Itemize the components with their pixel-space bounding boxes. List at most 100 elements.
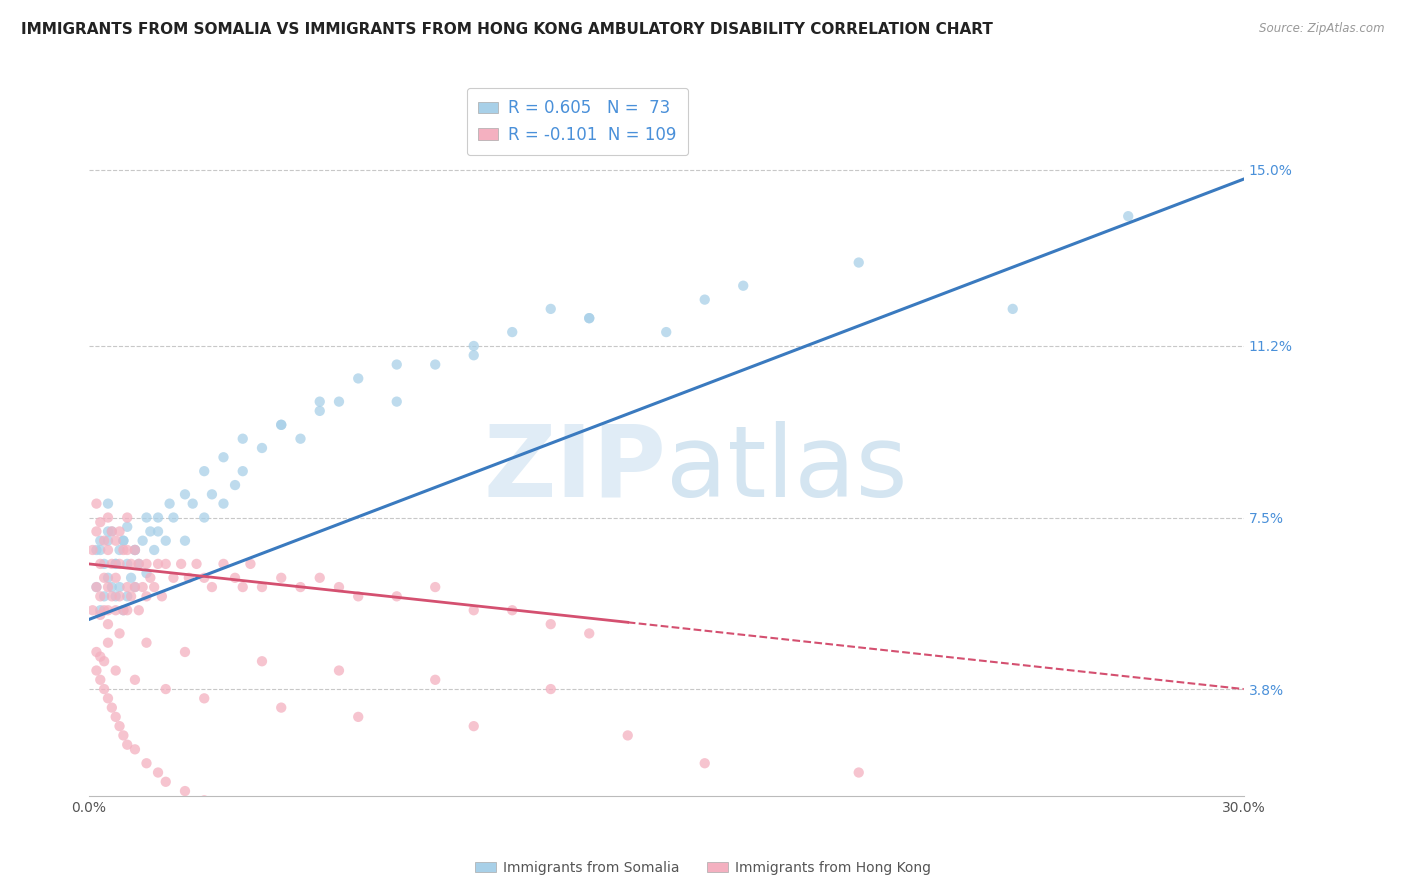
Point: [97, 571, 120, 585]
Point: [170, 557, 193, 571]
Point: [124, 673, 146, 687]
Point: [108, 580, 131, 594]
Point: [155, 533, 177, 548]
Point: [463, 719, 485, 733]
Point: [104, 533, 127, 548]
Point: [501, 603, 523, 617]
Point: [124, 580, 146, 594]
Point: [101, 524, 124, 539]
Point: [86, 645, 108, 659]
Point: [308, 571, 330, 585]
Point: [115, 520, 138, 534]
Point: [97, 617, 120, 632]
Point: [93, 603, 115, 617]
Point: [101, 524, 124, 539]
Point: [347, 371, 370, 385]
Legend: Immigrants from Somalia, Immigrants from Hong Kong: Immigrants from Somalia, Immigrants from…: [470, 855, 936, 880]
Point: [108, 626, 131, 640]
Point: [128, 557, 150, 571]
Point: [89, 603, 111, 617]
Point: [101, 700, 124, 714]
Point: [97, 497, 120, 511]
Point: [86, 664, 108, 678]
Point: [128, 557, 150, 571]
Point: [270, 417, 292, 432]
Point: [104, 557, 127, 571]
Point: [115, 603, 138, 617]
Point: [224, 478, 246, 492]
Point: [578, 311, 600, 326]
Point: [82, 543, 104, 558]
Point: [112, 533, 135, 548]
Point: [108, 524, 131, 539]
Point: [97, 603, 120, 617]
Point: [135, 557, 157, 571]
Point: [347, 710, 370, 724]
Point: [124, 742, 146, 756]
Point: [101, 580, 124, 594]
Point: [290, 432, 312, 446]
Point: [131, 533, 153, 548]
Point: [578, 626, 600, 640]
Point: [328, 394, 350, 409]
Point: [104, 590, 127, 604]
Point: [146, 765, 169, 780]
Point: [112, 533, 135, 548]
Point: [115, 510, 138, 524]
Point: [328, 664, 350, 678]
Point: [135, 566, 157, 581]
Point: [290, 580, 312, 594]
Point: [124, 543, 146, 558]
Point: [115, 580, 138, 594]
Point: [143, 580, 166, 594]
Point: [108, 543, 131, 558]
Point: [86, 524, 108, 539]
Point: [89, 543, 111, 558]
Point: [104, 571, 127, 585]
Point: [308, 404, 330, 418]
Point: [115, 557, 138, 571]
Point: [193, 571, 215, 585]
Point: [425, 673, 447, 687]
Point: [328, 580, 350, 594]
Point: [239, 557, 262, 571]
Point: [201, 580, 224, 594]
Point: [162, 571, 184, 585]
Point: [89, 515, 111, 529]
Point: [425, 358, 447, 372]
Text: IMMIGRANTS FROM SOMALIA VS IMMIGRANTS FROM HONG KONG AMBULATORY DISABILITY CORRE: IMMIGRANTS FROM SOMALIA VS IMMIGRANTS FR…: [21, 22, 993, 37]
Point: [385, 590, 408, 604]
Point: [146, 524, 169, 539]
Point: [89, 590, 111, 604]
Point: [193, 510, 215, 524]
Point: [212, 803, 235, 817]
Point: [112, 543, 135, 558]
Point: [385, 358, 408, 372]
Point: [120, 590, 142, 604]
Point: [174, 645, 197, 659]
Point: [101, 590, 124, 604]
Point: [250, 580, 273, 594]
Point: [97, 533, 120, 548]
Point: [733, 278, 755, 293]
Point: [250, 441, 273, 455]
Point: [155, 557, 177, 571]
Point: [186, 557, 208, 571]
Point: [93, 533, 115, 548]
Point: [155, 774, 177, 789]
Point: [86, 580, 108, 594]
Point: [463, 339, 485, 353]
Point: [155, 681, 177, 696]
Point: [97, 510, 120, 524]
Point: [174, 784, 197, 798]
Point: [174, 533, 197, 548]
Point: [89, 533, 111, 548]
Point: [540, 681, 562, 696]
Point: [181, 497, 204, 511]
Point: [162, 510, 184, 524]
Point: [385, 394, 408, 409]
Point: [501, 325, 523, 339]
Point: [104, 664, 127, 678]
Point: [308, 394, 330, 409]
Point: [120, 557, 142, 571]
